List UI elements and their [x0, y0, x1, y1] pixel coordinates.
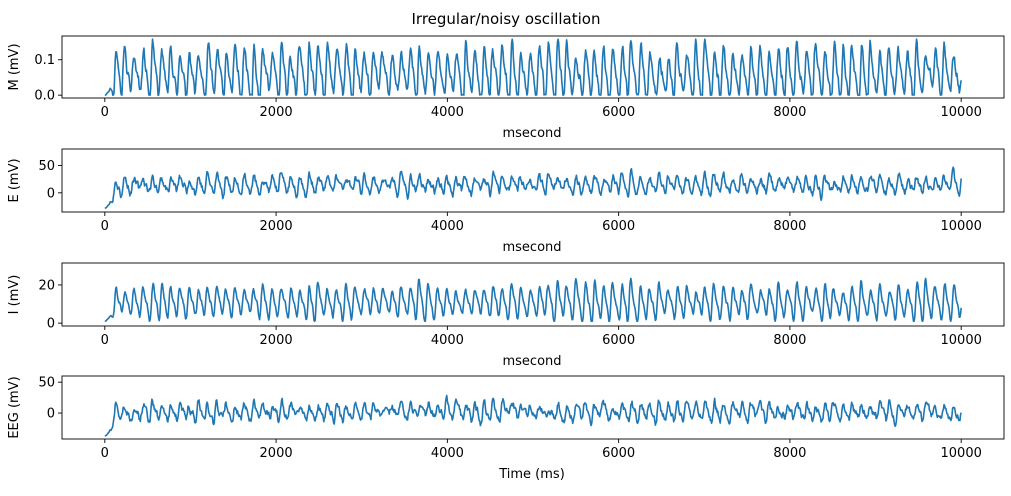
y-tick-label: 20	[38, 278, 55, 293]
y-tick-label: 50	[38, 376, 55, 391]
panel-1: 0 2000 4000 6000 8000 10000 0.0 0.1 msecond M (mV…	[7, 35, 1005, 141]
y-axis-label: EEG (mV)	[7, 376, 22, 438]
y-tick-label: 0	[47, 407, 55, 422]
x-tick-label: 0	[101, 446, 109, 461]
x-tick-label: 2000	[260, 333, 293, 348]
x-tick-label: 6000	[602, 219, 635, 234]
x-tick-label: 4000	[431, 446, 464, 461]
plot-frame	[61, 35, 1005, 99]
x-tick-label: 8000	[773, 333, 806, 348]
series-line	[104, 38, 962, 96]
x-tick-label: 6000	[602, 333, 635, 348]
x-tick-label: 6000	[602, 105, 635, 120]
x-tick-label: 8000	[773, 219, 806, 234]
x-tick-label: 4000	[431, 333, 464, 348]
x-tick-label: 10000	[941, 333, 982, 348]
x-tick-label: 8000	[773, 105, 806, 120]
x-tick-label: 10000	[941, 105, 982, 120]
x-axis-label: msecond	[502, 126, 561, 141]
x-tick-label: 4000	[431, 105, 464, 120]
series-line	[104, 277, 962, 323]
x-tick-label: 0	[101, 105, 109, 120]
x-axis-label: Time (ms)	[498, 467, 565, 482]
x-tick-label: 10000	[941, 219, 982, 234]
x-tick-label: 10000	[941, 446, 982, 461]
panel-3: 0 2000 4000 6000 8000 10000 0 20 msecond I (mV)	[7, 262, 1005, 369]
plot-frame	[61, 148, 1005, 213]
y-tick-label: 0	[47, 186, 55, 201]
y-tick-label: 0	[47, 317, 55, 332]
series-line	[104, 394, 962, 437]
series-line	[104, 166, 962, 209]
x-tick-label: 2000	[260, 105, 293, 120]
y-tick-label: 0.0	[34, 89, 55, 104]
x-tick-label: 2000	[260, 219, 293, 234]
y-axis-label: M (mV)	[7, 43, 22, 90]
x-axis-label: msecond	[502, 354, 561, 369]
y-axis-label: E (mV)	[7, 158, 22, 202]
x-tick-label: 6000	[602, 446, 635, 461]
x-tick-label: 4000	[431, 219, 464, 234]
x-tick-label: 2000	[260, 446, 293, 461]
y-tick-label: 0.1	[34, 53, 55, 68]
y-axis-label: I (mV)	[7, 275, 22, 315]
panel-2: 0 2000 4000 6000 8000 10000 0 50 msecond E (mV)	[7, 148, 1005, 255]
plot-frame	[61, 375, 1005, 440]
x-tick-label: 0	[101, 219, 109, 234]
figure-title: Irregular/noisy oscillation	[412, 10, 601, 28]
panel-4: 0 2000 4000 6000 8000 10000 0 50 Time (ms) EEG (m…	[7, 375, 1005, 482]
y-tick-label: 50	[38, 159, 55, 174]
x-axis-label: msecond	[502, 240, 561, 255]
x-tick-label: 8000	[773, 446, 806, 461]
plot-frame	[61, 262, 1005, 327]
x-tick-label: 0	[101, 333, 109, 348]
